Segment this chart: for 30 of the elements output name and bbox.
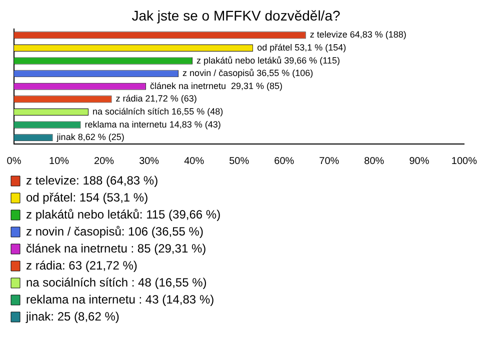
legend-label: článek na inetrnetu : 85 (29,31 %) [26, 241, 206, 256]
legend-label: od přátel: 154 (53,1 %) [26, 190, 148, 204]
x-tick-label: 40% [184, 156, 204, 167]
legend-label: z televize: 188 (64,83 %) [26, 173, 158, 188]
data-label: na sociálních sítích 16,55 % (48) [92, 106, 224, 116]
legend-label: reklama na internetu : 43 (14,83 %) [26, 292, 214, 306]
data-label: z televize 64,83 % (188) [310, 30, 406, 40]
legend-label: z novin / časopisů: 106 (36,55 %) [26, 224, 204, 238]
data-label: reklama na internetu 14,83 % (43) [84, 119, 221, 130]
data-label: z rádia 21,72 % (63) [116, 94, 197, 104]
x-tick-label: 90% [409, 156, 430, 167]
legend-label: z plakátů nebo letáků: 115 (39,66 %) [26, 207, 221, 222]
legend-label: jinak: 25 (8,62 %) [25, 309, 120, 324]
x-tick-label: 20% [94, 156, 114, 167]
x-tick-label: 80% [364, 156, 384, 167]
x-tick-label: 60% [274, 156, 294, 167]
data-label: od přátel 53,1 % (154) [257, 42, 346, 52]
x-tick-label: 70% [319, 156, 340, 167]
x-tick-label: 0% [6, 156, 22, 167]
data-label: z plakátů nebo letáků 39,66 % (115) [196, 55, 340, 66]
x-tick-label: 50% [229, 156, 250, 167]
x-tick-label: 10% [49, 156, 70, 167]
data-label: jinak 8,62 % (25) [56, 132, 124, 142]
data-label: z novin / časopisů 36,55 % (106) [182, 68, 314, 78]
chart-title: Jak jste se o MFFKV dozvěděl/a? [132, 7, 340, 24]
data-label: článek na inetrnetu 29,31 % (85) [150, 80, 283, 91]
x-tick-label: 100% [451, 156, 478, 167]
legend-label: na sociálních sítích : 48 (16,55 %) [26, 275, 207, 290]
legend-label: z rádia: 63 (21,72 %) [26, 258, 138, 272]
x-tick-label: 30% [139, 156, 160, 167]
